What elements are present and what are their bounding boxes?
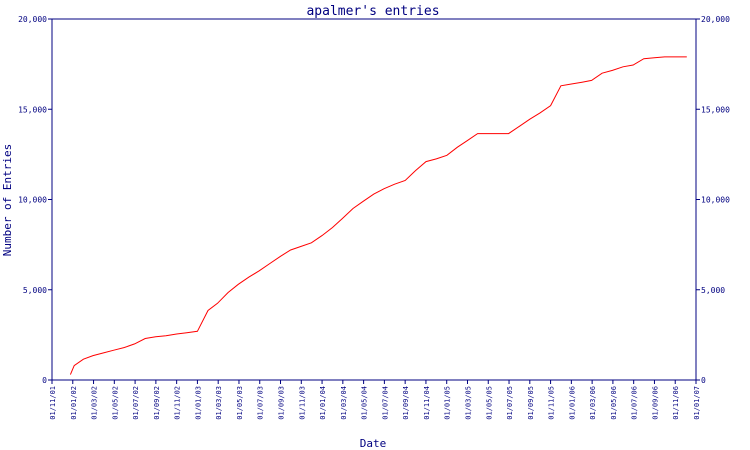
x-tick-label: 01/09/03 <box>278 386 286 420</box>
x-tick-label: 01/11/03 <box>298 386 306 420</box>
x-tick-label: 01/03/02 <box>91 386 99 420</box>
x-tick-label: 01/11/02 <box>174 386 182 420</box>
series-line <box>69 56 687 375</box>
x-tick-label: 01/07/04 <box>381 386 389 420</box>
x-tick-label: 01/09/06 <box>651 386 659 420</box>
x-tick-label: 01/05/03 <box>236 386 244 420</box>
x-tick-label: 01/07/02 <box>132 386 140 420</box>
y-tick-label-right: 5,000 <box>701 286 725 295</box>
x-tick-label: 01/05/06 <box>610 386 618 420</box>
x-tick-label: 01/07/06 <box>631 386 639 420</box>
x-tick-label: 01/09/04 <box>402 386 410 420</box>
y-tick-label-right: 10,000 <box>701 196 730 205</box>
x-tick-label: 01/09/02 <box>153 386 161 420</box>
x-tick-label: 01/09/05 <box>527 386 535 420</box>
y-axis-left: 0 5,000 10,000 15,000 20,000 <box>18 15 52 385</box>
x-tick-label: 01/03/03 <box>215 386 223 420</box>
x-tick-label: 01/05/04 <box>361 386 369 420</box>
y-tick-label-right: 20,000 <box>701 15 730 24</box>
x-tick-label: 01/01/07 <box>693 386 701 420</box>
x-tick-label: 01/11/01 <box>49 386 57 420</box>
y-tick-label-left: 15,000 <box>18 105 47 114</box>
x-tick-label: 01/01/06 <box>568 386 576 420</box>
x-tick-label: 01/07/05 <box>506 386 514 420</box>
y-tick-label-left: 10,000 <box>18 196 47 205</box>
x-tick-label: 01/03/05 <box>464 386 472 420</box>
y-tick-label-left: 0 <box>42 376 47 385</box>
x-tick-label: 01/11/06 <box>672 386 680 420</box>
x-axis: 01/11/01 01/01/02 01/03/02 01/05/02 01/07/02… <box>49 380 701 420</box>
x-tick-label: 01/11/04 <box>423 386 431 420</box>
y-axis-right: 0 5,000 10,000 15,000 20,000 <box>696 15 730 385</box>
plot-frame <box>51 18 697 381</box>
y-tick-label-left: 5,000 <box>23 286 47 295</box>
x-tick-label: 01/01/02 <box>70 386 78 420</box>
x-axis-label: Date <box>360 437 387 450</box>
x-tick-label: 01/01/05 <box>444 386 452 420</box>
y-tick-label-right: 15,000 <box>701 105 730 114</box>
x-tick-label: 01/01/04 <box>319 386 327 420</box>
x-tick-label: 01/05/05 <box>485 386 493 420</box>
chart-title: apalmer's entries <box>306 4 439 19</box>
x-tick-label: 01/03/04 <box>340 386 348 420</box>
x-tick-label: 01/11/05 <box>548 386 556 420</box>
y-tick-label-right: 0 <box>701 376 706 385</box>
x-tick-label: 01/05/02 <box>111 386 119 420</box>
x-tick-label: 01/03/06 <box>589 386 597 420</box>
x-tick-label: 01/01/03 <box>194 386 202 420</box>
x-tick-label: 01/07/03 <box>257 386 265 420</box>
y-tick-label-left: 20,000 <box>18 15 47 24</box>
y-axis-label: Number of Entries <box>1 144 14 257</box>
